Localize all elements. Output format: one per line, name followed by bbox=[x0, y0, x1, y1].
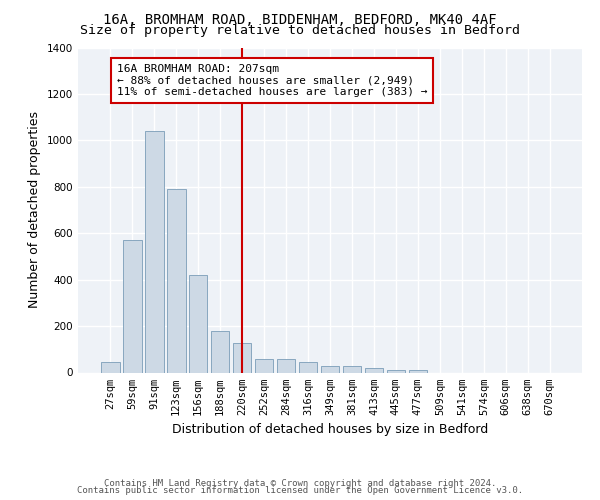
X-axis label: Distribution of detached houses by size in Bedford: Distribution of detached houses by size … bbox=[172, 423, 488, 436]
Bar bbox=[101, 362, 119, 372]
Bar bbox=[365, 368, 383, 372]
Bar bbox=[409, 370, 427, 372]
Text: Contains public sector information licensed under the Open Government Licence v3: Contains public sector information licen… bbox=[77, 486, 523, 495]
Bar bbox=[123, 240, 142, 372]
Text: Size of property relative to detached houses in Bedford: Size of property relative to detached ho… bbox=[80, 24, 520, 37]
Bar bbox=[299, 362, 317, 372]
Bar bbox=[386, 370, 405, 372]
Bar bbox=[255, 358, 274, 372]
Bar bbox=[343, 366, 361, 372]
Bar bbox=[233, 343, 251, 372]
Text: 16A BROMHAM ROAD: 207sqm
← 88% of detached houses are smaller (2,949)
11% of sem: 16A BROMHAM ROAD: 207sqm ← 88% of detach… bbox=[117, 64, 427, 97]
Bar bbox=[145, 131, 164, 372]
Bar bbox=[167, 189, 185, 372]
Text: Contains HM Land Registry data © Crown copyright and database right 2024.: Contains HM Land Registry data © Crown c… bbox=[104, 478, 496, 488]
Text: 16A, BROMHAM ROAD, BIDDENHAM, BEDFORD, MK40 4AF: 16A, BROMHAM ROAD, BIDDENHAM, BEDFORD, M… bbox=[103, 12, 497, 26]
Bar bbox=[320, 366, 340, 372]
Bar bbox=[189, 275, 208, 372]
Bar bbox=[277, 359, 295, 372]
Y-axis label: Number of detached properties: Number of detached properties bbox=[28, 112, 41, 308]
Bar bbox=[211, 330, 229, 372]
